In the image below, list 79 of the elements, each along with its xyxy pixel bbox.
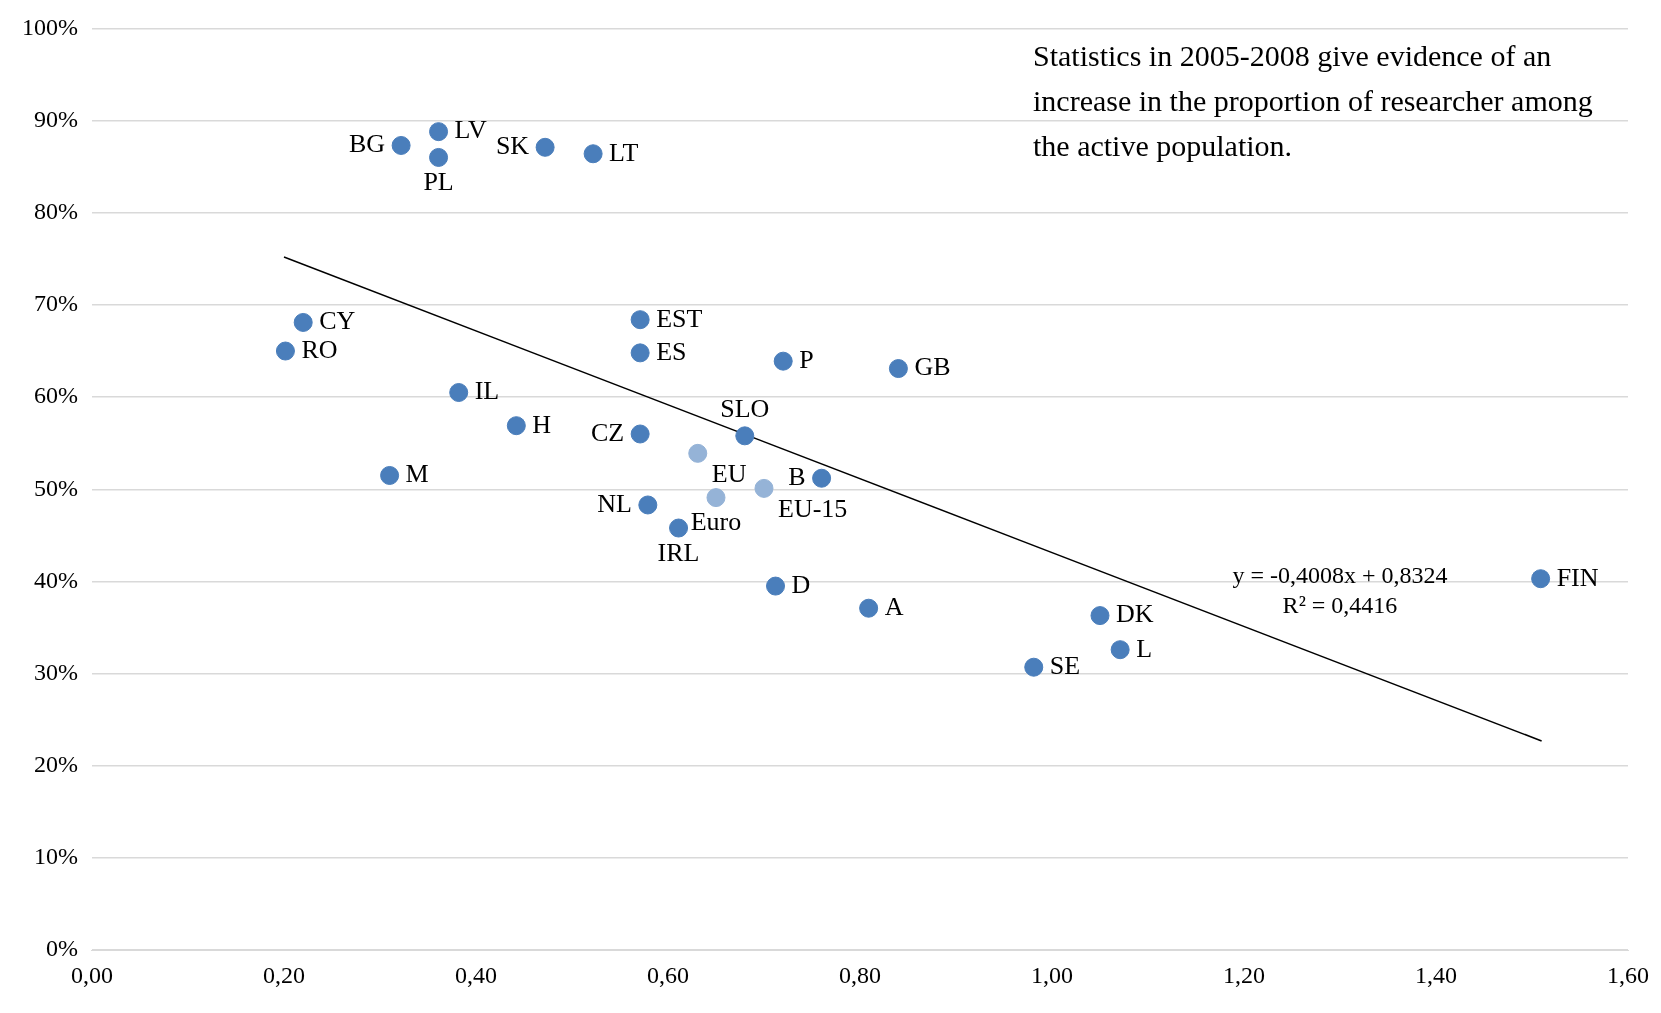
point [391, 135, 411, 155]
point [1024, 657, 1044, 677]
annotation: ES [656, 336, 687, 366]
y-tick-label: 60% [33, 382, 78, 409]
y-tick-label: 70% [33, 290, 78, 317]
annotation: P [799, 345, 814, 374]
y-tick-label: 80% [33, 198, 78, 225]
annotation: SLO [720, 393, 770, 423]
point [429, 147, 449, 167]
y-tick-label: 20% [33, 751, 78, 778]
annotation: EU [711, 459, 747, 489]
annotation: M [405, 459, 429, 489]
point [1110, 640, 1130, 660]
x-tick-label: 0,40 [454, 961, 497, 988]
point [888, 359, 908, 379]
point [766, 576, 786, 596]
point [583, 144, 603, 164]
point [754, 478, 774, 498]
annotation: LV [454, 115, 488, 145]
annotation: EST [656, 303, 703, 333]
annotation: CZ [590, 417, 625, 447]
annotation: DK [1116, 599, 1154, 629]
annotation: B [788, 462, 806, 492]
annotation: SE [1049, 651, 1081, 681]
point [1090, 606, 1110, 626]
point [735, 426, 755, 446]
point [535, 137, 555, 157]
point [638, 495, 658, 515]
point [630, 310, 650, 330]
y-tick-label: 100% [21, 13, 78, 40]
y-tick-label: 90% [33, 105, 78, 132]
annotation: RO [301, 334, 338, 364]
annotation: A [884, 592, 904, 622]
annotation: IL [474, 376, 500, 406]
annotation: IRL [657, 537, 700, 567]
annotation: y = -0,4008x + 0,8324 [1232, 562, 1448, 589]
annotation: Euro [690, 507, 742, 537]
point [773, 351, 793, 371]
y-tick-label: 30% [33, 658, 78, 685]
point [429, 122, 449, 142]
point [449, 383, 469, 403]
point [859, 598, 879, 618]
annotation: PL [423, 167, 454, 197]
point [293, 312, 313, 332]
point [506, 416, 526, 436]
annotation: H [532, 409, 552, 439]
annotation: Statistics in 2005-2008 give evidence of an increase in the proportion of researcher among the active population. [1033, 39, 1593, 163]
annotation: BG [349, 129, 386, 159]
point [812, 468, 832, 488]
annotation: FIN [1556, 562, 1599, 592]
annotation: LT [609, 137, 639, 167]
point [630, 343, 650, 363]
x-tick-label: 1,20 [1223, 961, 1265, 988]
annotation: CY [319, 306, 356, 336]
point [1531, 569, 1551, 589]
annotation: SK [495, 131, 530, 161]
x-tick-label: 1,60 [1607, 961, 1649, 988]
annotation: L [1136, 633, 1153, 663]
y-tick-label: 10% [33, 843, 78, 870]
point [688, 443, 708, 463]
annotation: EU-15 [778, 494, 848, 524]
annotation: GB [914, 352, 951, 382]
y-tick-label: 0% [45, 935, 78, 962]
y-tick-label: 50% [33, 474, 78, 501]
point [275, 341, 295, 361]
x-tick-label: 0,60 [647, 961, 689, 988]
x-tick-label: 0,80 [839, 961, 881, 988]
y-tick-label: 40% [33, 566, 78, 593]
point [630, 424, 650, 444]
point [380, 465, 400, 485]
point [669, 518, 689, 538]
x-tick-label: 1,00 [1031, 961, 1073, 988]
point [706, 488, 726, 508]
annotation: R² = 0,4416 [1282, 592, 1398, 619]
x-tick-label: 0,20 [262, 961, 305, 988]
x-tick-label: 0,00 [70, 961, 113, 988]
annotation: D [791, 569, 811, 599]
x-tick-label: 1,40 [1415, 961, 1457, 988]
annotation: NL [597, 488, 632, 518]
